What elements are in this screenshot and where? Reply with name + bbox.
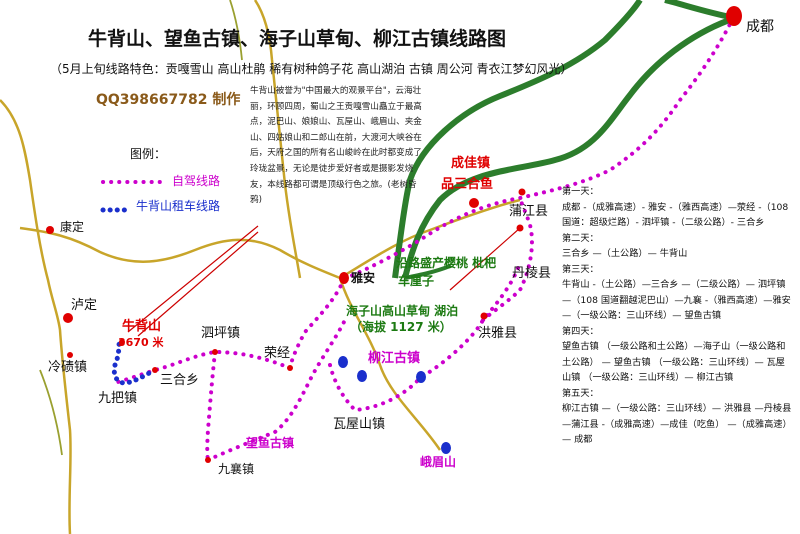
place-chengdu: 成都: [746, 19, 774, 35]
place-chengjia: 成佳镇: [451, 156, 491, 171]
day-label: 第二天：: [562, 232, 599, 244]
itinerary-day-4: 第四天： 望鱼古镇 （一级公路和土公路）—海子山（一级公路和土公路） — 望鱼古镇…: [562, 324, 794, 386]
place-hongya: 洪雅县: [478, 326, 518, 341]
haizishan-label: 海子山高山草甸 湖泊: [346, 304, 459, 318]
place-sipingzhen: 泗坪镇: [201, 326, 241, 341]
niubeishan-description: 牛背山被誉为"中国最大的观景平台"，云海壮丽，环顾四周，蜀山之王贡嘎雪山矗立于最…: [250, 86, 422, 206]
day-text: 成都 -（成雅高速）- 雅安 -（雅西高速）—荥经 -（108 国道：超级烂路）…: [562, 201, 789, 229]
itinerary-day-2: 第二天： 三合乡 —（土公路）— 牛背山: [562, 231, 794, 262]
callout-lines: [127, 225, 521, 337]
place-yaan: 雅安: [351, 271, 376, 285]
place-wawushan: 瓦屋山镇: [333, 417, 386, 432]
place-sanheixiang: 三合乡: [160, 373, 200, 388]
place-lengqi: 冷碛镇: [48, 360, 88, 375]
day-text: 三合乡 —（土公路）— 牛背山: [562, 248, 688, 259]
rental-route: [111, 337, 158, 386]
map-subtitle: （5月上旬线路特色：贡嘎雪山 高山杜鹃 稀有树种鸽子花 高山湖泊 古镇 周公河 …: [50, 62, 573, 76]
itinerary-day-1: 第一天： 成都 -（成雅高速）- 雅安 -（雅西高速）—荥经 -（108 国道：超…: [562, 184, 794, 231]
place-kangding: 康定: [60, 220, 85, 234]
place-jiuxiang: 九襄镇: [218, 462, 255, 476]
highway-lines: [392, 0, 736, 279]
legend-rental: 牛背山租车线路: [136, 199, 221, 213]
itinerary-day-5: 第五天： 柳江古镇 —（一级公路：三山环线）— 洪雅县 —丹棱县 —蒲江县 -（成…: [562, 386, 794, 448]
place-liujiang: 柳江古镇: [368, 351, 421, 366]
legend-title: 图例：: [130, 147, 167, 161]
place-sanhe-yu: 品三合鱼: [441, 177, 494, 192]
itinerary: 第一天： 成都 -（成雅高速）- 雅安 -（雅西高速）—荥经 -（108 国道：超…: [562, 184, 794, 448]
place-niubeishan: 牛背山: [122, 319, 162, 334]
day-label: 第五天：: [562, 387, 599, 399]
place-jiubazhen: 九把镇: [98, 391, 138, 406]
cherry-note-2: 车厘子: [398, 274, 435, 288]
map-title: 牛背山、望鱼古镇、海子山草甸、柳江古镇线路图: [88, 28, 507, 50]
day-text: 望鱼古镇 （一级公路和土公路）—海子山（一级公路和土公路） — 望鱼古镇 （一级…: [562, 341, 786, 383]
niubeishan-altitude: 3670 米: [118, 336, 164, 349]
day-label: 第四天：: [562, 325, 599, 337]
itinerary-day-3: 第三天： 牛背山 -（土公路）—三合乡 —（二级公路）— 泗坪镇 —（108 国道…: [562, 262, 794, 324]
place-luding: 泸定: [71, 298, 98, 313]
cherry-note: 沿路盛产樱桃 枇杷: [396, 256, 497, 270]
road-lines: [0, 0, 521, 534]
day-label: 第一天：: [562, 186, 599, 197]
haizishan-altitude: （海拔 1127 米）: [350, 320, 452, 334]
place-markers: [46, 6, 742, 463]
legend-self-drive: 自驾线路: [172, 174, 221, 188]
day-text: 牛背山 -（土公路）—三合乡 —（二级公路）— 泗坪镇 —（108 国道翻越泥巴…: [562, 279, 791, 321]
author-contact: QQ398667782 制作: [96, 92, 241, 108]
place-danling: 丹棱县: [512, 266, 552, 281]
day-text: 柳江古镇 —（一级公路：三山环线）— 洪雅县 —丹棱县 —蒲江县 -（成雅高速）…: [562, 403, 792, 445]
day-label: 第三天：: [562, 263, 599, 275]
place-wangyu: 望鱼古镇: [246, 436, 295, 450]
place-rongjing: 荣经: [264, 346, 291, 361]
self-drive-route: [116, 16, 735, 462]
place-emeishan: 峨眉山: [420, 455, 457, 469]
legend-swatches: [100, 180, 167, 213]
place-pujiang: 蒲江县: [509, 204, 549, 219]
